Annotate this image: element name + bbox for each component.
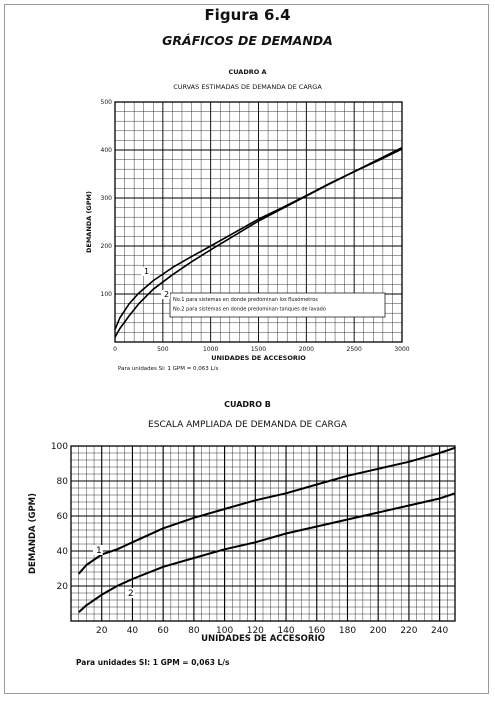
x-tick-label: 2000 <box>299 346 314 353</box>
series-label-2: 2 <box>164 290 169 299</box>
y-tick-label: 60 <box>57 512 69 522</box>
x-tick-label: 80 <box>188 626 200 636</box>
x-tick-label: 220 <box>400 626 417 636</box>
legend-note-1: No.1 para sistemas en donde predominan l… <box>173 296 318 303</box>
series-label-2: 2 <box>128 589 134 599</box>
plot-border <box>114 101 403 343</box>
x-tick-label: 60 <box>157 626 169 636</box>
page-frame <box>4 4 489 694</box>
y-axis-label: DEMANDA (GPM) <box>85 191 93 253</box>
series-label-bg <box>161 290 170 299</box>
series-label-1: 1 <box>96 546 102 556</box>
x-tick-label: 1500 <box>251 346 266 353</box>
x-tick-label: 500 <box>157 346 169 353</box>
chart-b-unit-note: Para unidades SI: 1 GPM = 0,063 L/s <box>76 658 230 667</box>
chart-a-caption: CUADRO A <box>228 68 267 76</box>
x-tick-label: 240 <box>431 626 448 636</box>
y-tick-label: 100 <box>101 291 113 298</box>
x-tick-label: 100 <box>216 626 233 636</box>
x-tick-label: 1000 <box>203 346 218 353</box>
y-tick-label: 40 <box>57 547 69 557</box>
x-tick-label: 200 <box>370 626 387 636</box>
legend-box <box>169 292 386 318</box>
y-tick-label: 20 <box>57 582 69 592</box>
series-line-2 <box>114 146 403 338</box>
legend-note-2: No.2 para sistemas en donde predominan t… <box>173 307 326 313</box>
y-tick-label: 80 <box>57 477 69 487</box>
chart-a-unit-note: Para unidades SI: 1 GPM = 0,063 L/s <box>118 366 219 372</box>
x-tick-label: 180 <box>339 626 356 636</box>
x-axis-label: UNIDADES DE ACCESORIO <box>211 354 306 362</box>
x-tick-label: 120 <box>247 626 264 636</box>
x-tick-label: 2500 <box>347 346 362 353</box>
y-tick-label: 400 <box>101 147 113 154</box>
series-line-1 <box>77 446 456 575</box>
x-tick-label: 0 <box>113 346 117 353</box>
chart-b-title: ESCALA AMPLIADA DE DEMANDA DE CARGA <box>148 420 347 430</box>
plot-border <box>70 445 456 622</box>
figure-label: Figura 6.4 <box>204 6 291 24</box>
chart-b-caption: CUADRO B <box>224 400 271 409</box>
x-axis-label: UNIDADES DE ACCESORIO <box>201 634 325 644</box>
series-label-bg <box>141 267 150 276</box>
y-tick-label: 300 <box>101 195 113 202</box>
y-axis-label: DEMANDA (GPM) <box>28 493 38 574</box>
x-tick-label: 20 <box>96 626 108 636</box>
x-tick-label: 3000 <box>394 346 409 353</box>
x-tick-label: 160 <box>308 626 325 636</box>
x-tick-label: 140 <box>277 626 294 636</box>
y-tick-label: 500 <box>101 99 113 106</box>
series-label-1: 1 <box>144 267 149 276</box>
series-label-bg <box>125 588 135 598</box>
series-line-2 <box>78 492 456 614</box>
chart-a-title: CURVAS ESTIMADAS DE DEMANDA DE CARGA <box>173 83 322 91</box>
x-tick-label: 40 <box>127 626 139 636</box>
series-label-bg <box>93 545 103 555</box>
figure-title: GRÁFICOS DE DEMANDA <box>162 33 333 48</box>
y-tick-label: 200 <box>101 243 113 250</box>
y-tick-label: 100 <box>51 442 68 452</box>
